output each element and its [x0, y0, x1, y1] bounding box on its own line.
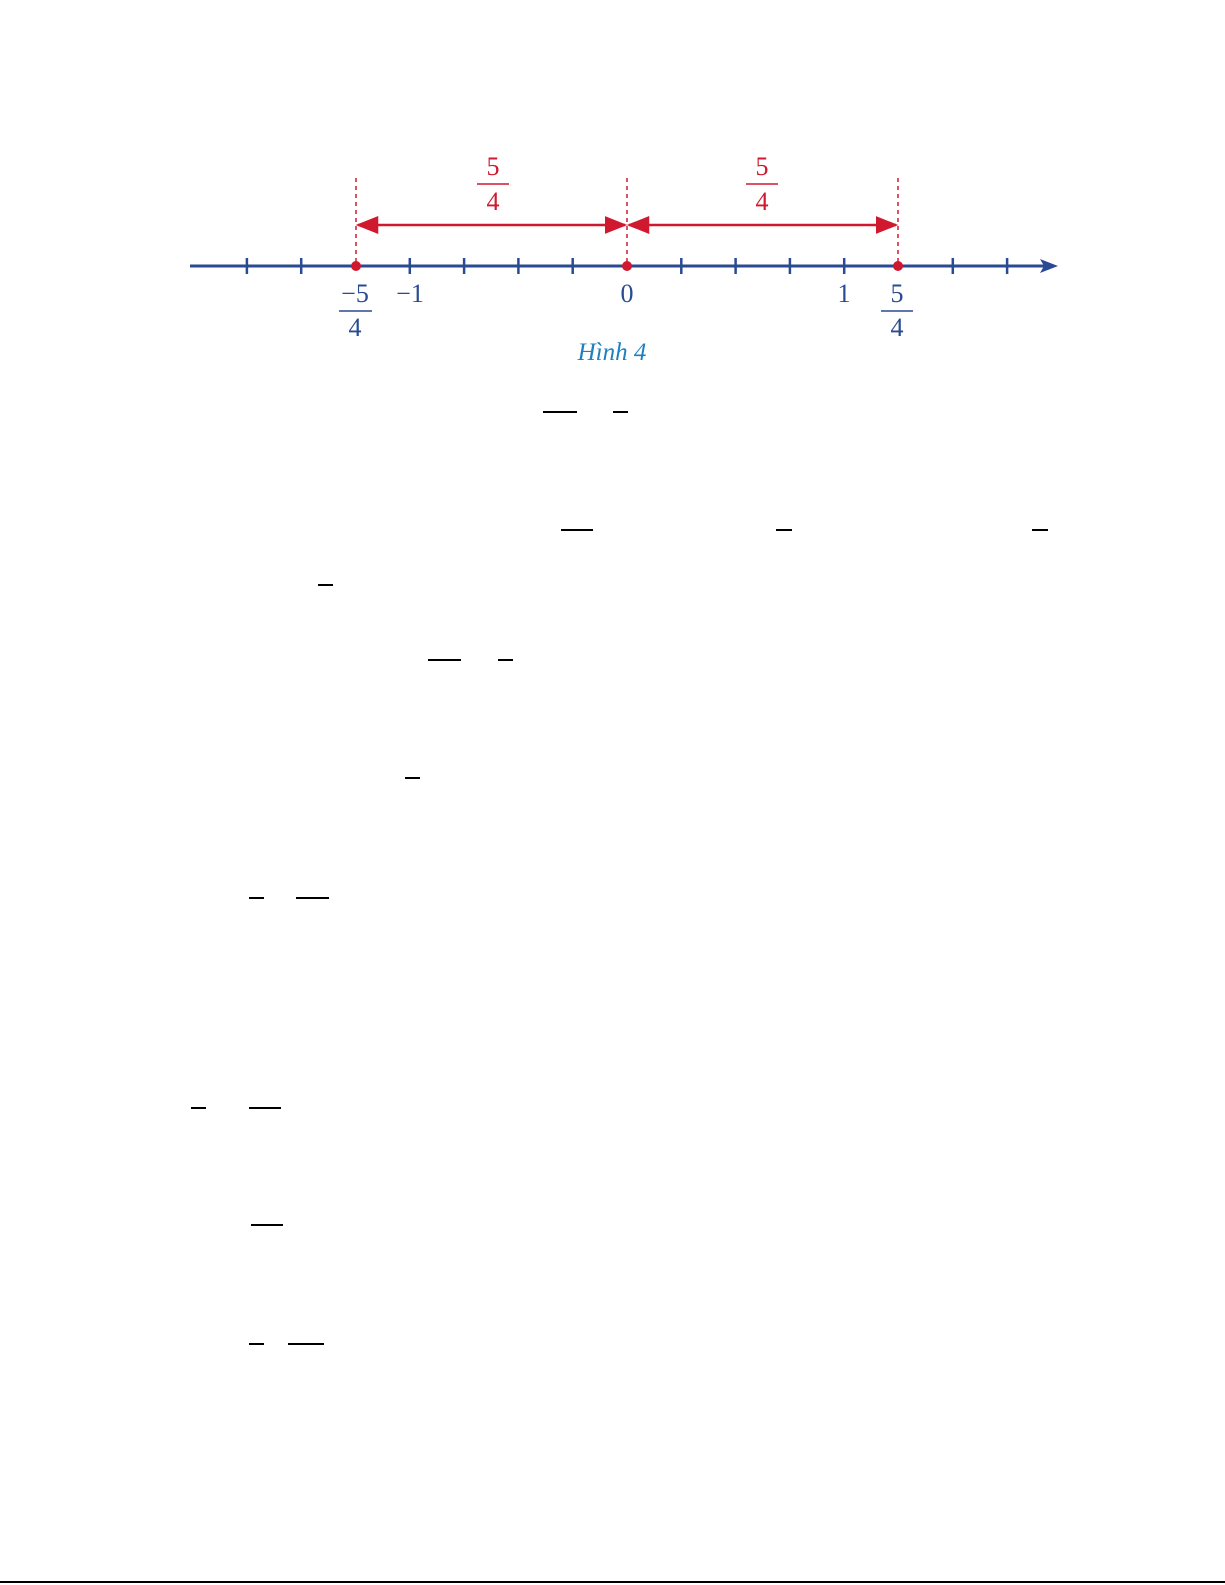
- tick-label: −1: [396, 279, 424, 308]
- point: [351, 261, 361, 271]
- top-label-den: 4: [487, 187, 500, 216]
- point-label-num: −5: [341, 279, 369, 308]
- top-label-den: 4: [756, 187, 769, 216]
- point-label-num: 5: [891, 279, 904, 308]
- point: [893, 261, 903, 271]
- figure-caption: Hình 4: [577, 339, 647, 366]
- number-line-figure: 5 4 5 4 −5 4 5 4 −1 0 1 Hình 4: [190, 152, 1058, 366]
- tick-label: 1: [838, 279, 851, 308]
- point: [622, 261, 632, 271]
- ticks: [245, 258, 1009, 274]
- tick-label: 0: [621, 279, 634, 308]
- axis-arrow: [1040, 259, 1058, 273]
- point-label-den: 4: [349, 313, 362, 342]
- guides: [355, 178, 899, 262]
- top-label-num: 5: [487, 152, 500, 181]
- fraction-bars: [191, 411, 1048, 1345]
- point-label-den: 4: [891, 313, 904, 342]
- top-label-num: 5: [756, 152, 769, 181]
